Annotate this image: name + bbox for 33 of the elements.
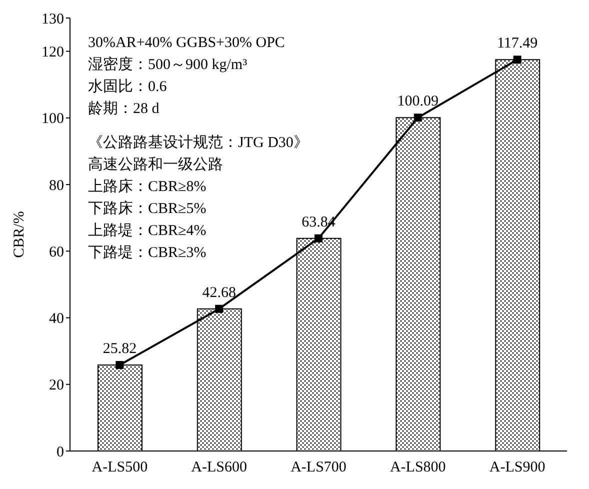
- data-label: 25.82: [102, 341, 137, 357]
- y-tick-label: 60: [49, 244, 64, 260]
- annotation: 上路床：CBR≥8%: [88, 178, 208, 197]
- y-tick-label: 40: [49, 311, 64, 328]
- x-tick-label: A-LS800: [390, 460, 446, 476]
- x-tick-label: A-LS700: [290, 460, 346, 476]
- point: [116, 361, 124, 369]
- y-tick-label: 120: [42, 44, 64, 61]
- x-tick-label: A-LS500: [92, 460, 148, 476]
- annotation: 上路堤：CBR≥4%: [88, 223, 206, 239]
- annotation: 水固比：0.6: [88, 78, 168, 97]
- data-label: 42.68: [202, 284, 236, 301]
- y-tick-label: 20: [49, 378, 64, 394]
- annotation: 下路堤：CBR≥3%: [88, 244, 208, 263]
- y-tick-label: 0: [56, 444, 64, 460]
- y-tick-label: 80: [49, 178, 64, 194]
- point: [215, 304, 224, 313]
- point: [414, 114, 422, 122]
- x-tick-label: A-LS900: [489, 460, 546, 476]
- annotation: 湿密度：500～900 kg/m³: [88, 55, 248, 75]
- y-axis-title: CBR/%: [11, 211, 28, 258]
- annotation: 下路床：CBR≥5%: [88, 201, 206, 217]
- annotation: 龄期：28 d: [88, 100, 160, 119]
- point: [513, 56, 522, 64]
- x-tick-label: A-LS600: [191, 460, 248, 476]
- annotation: 30%AR+40% GGBS+30% OPC: [88, 34, 286, 53]
- annotation: 《公路路基设计规范：JTG D30》: [88, 134, 308, 153]
- point: [314, 234, 322, 242]
- y-tick-label: 130: [42, 11, 64, 28]
- data-label: 100.09: [397, 94, 439, 110]
- data-label: 117.49: [496, 36, 538, 52]
- y-tick-label: 100: [42, 111, 64, 128]
- annotation: 高速公路和一级公路: [88, 155, 224, 175]
